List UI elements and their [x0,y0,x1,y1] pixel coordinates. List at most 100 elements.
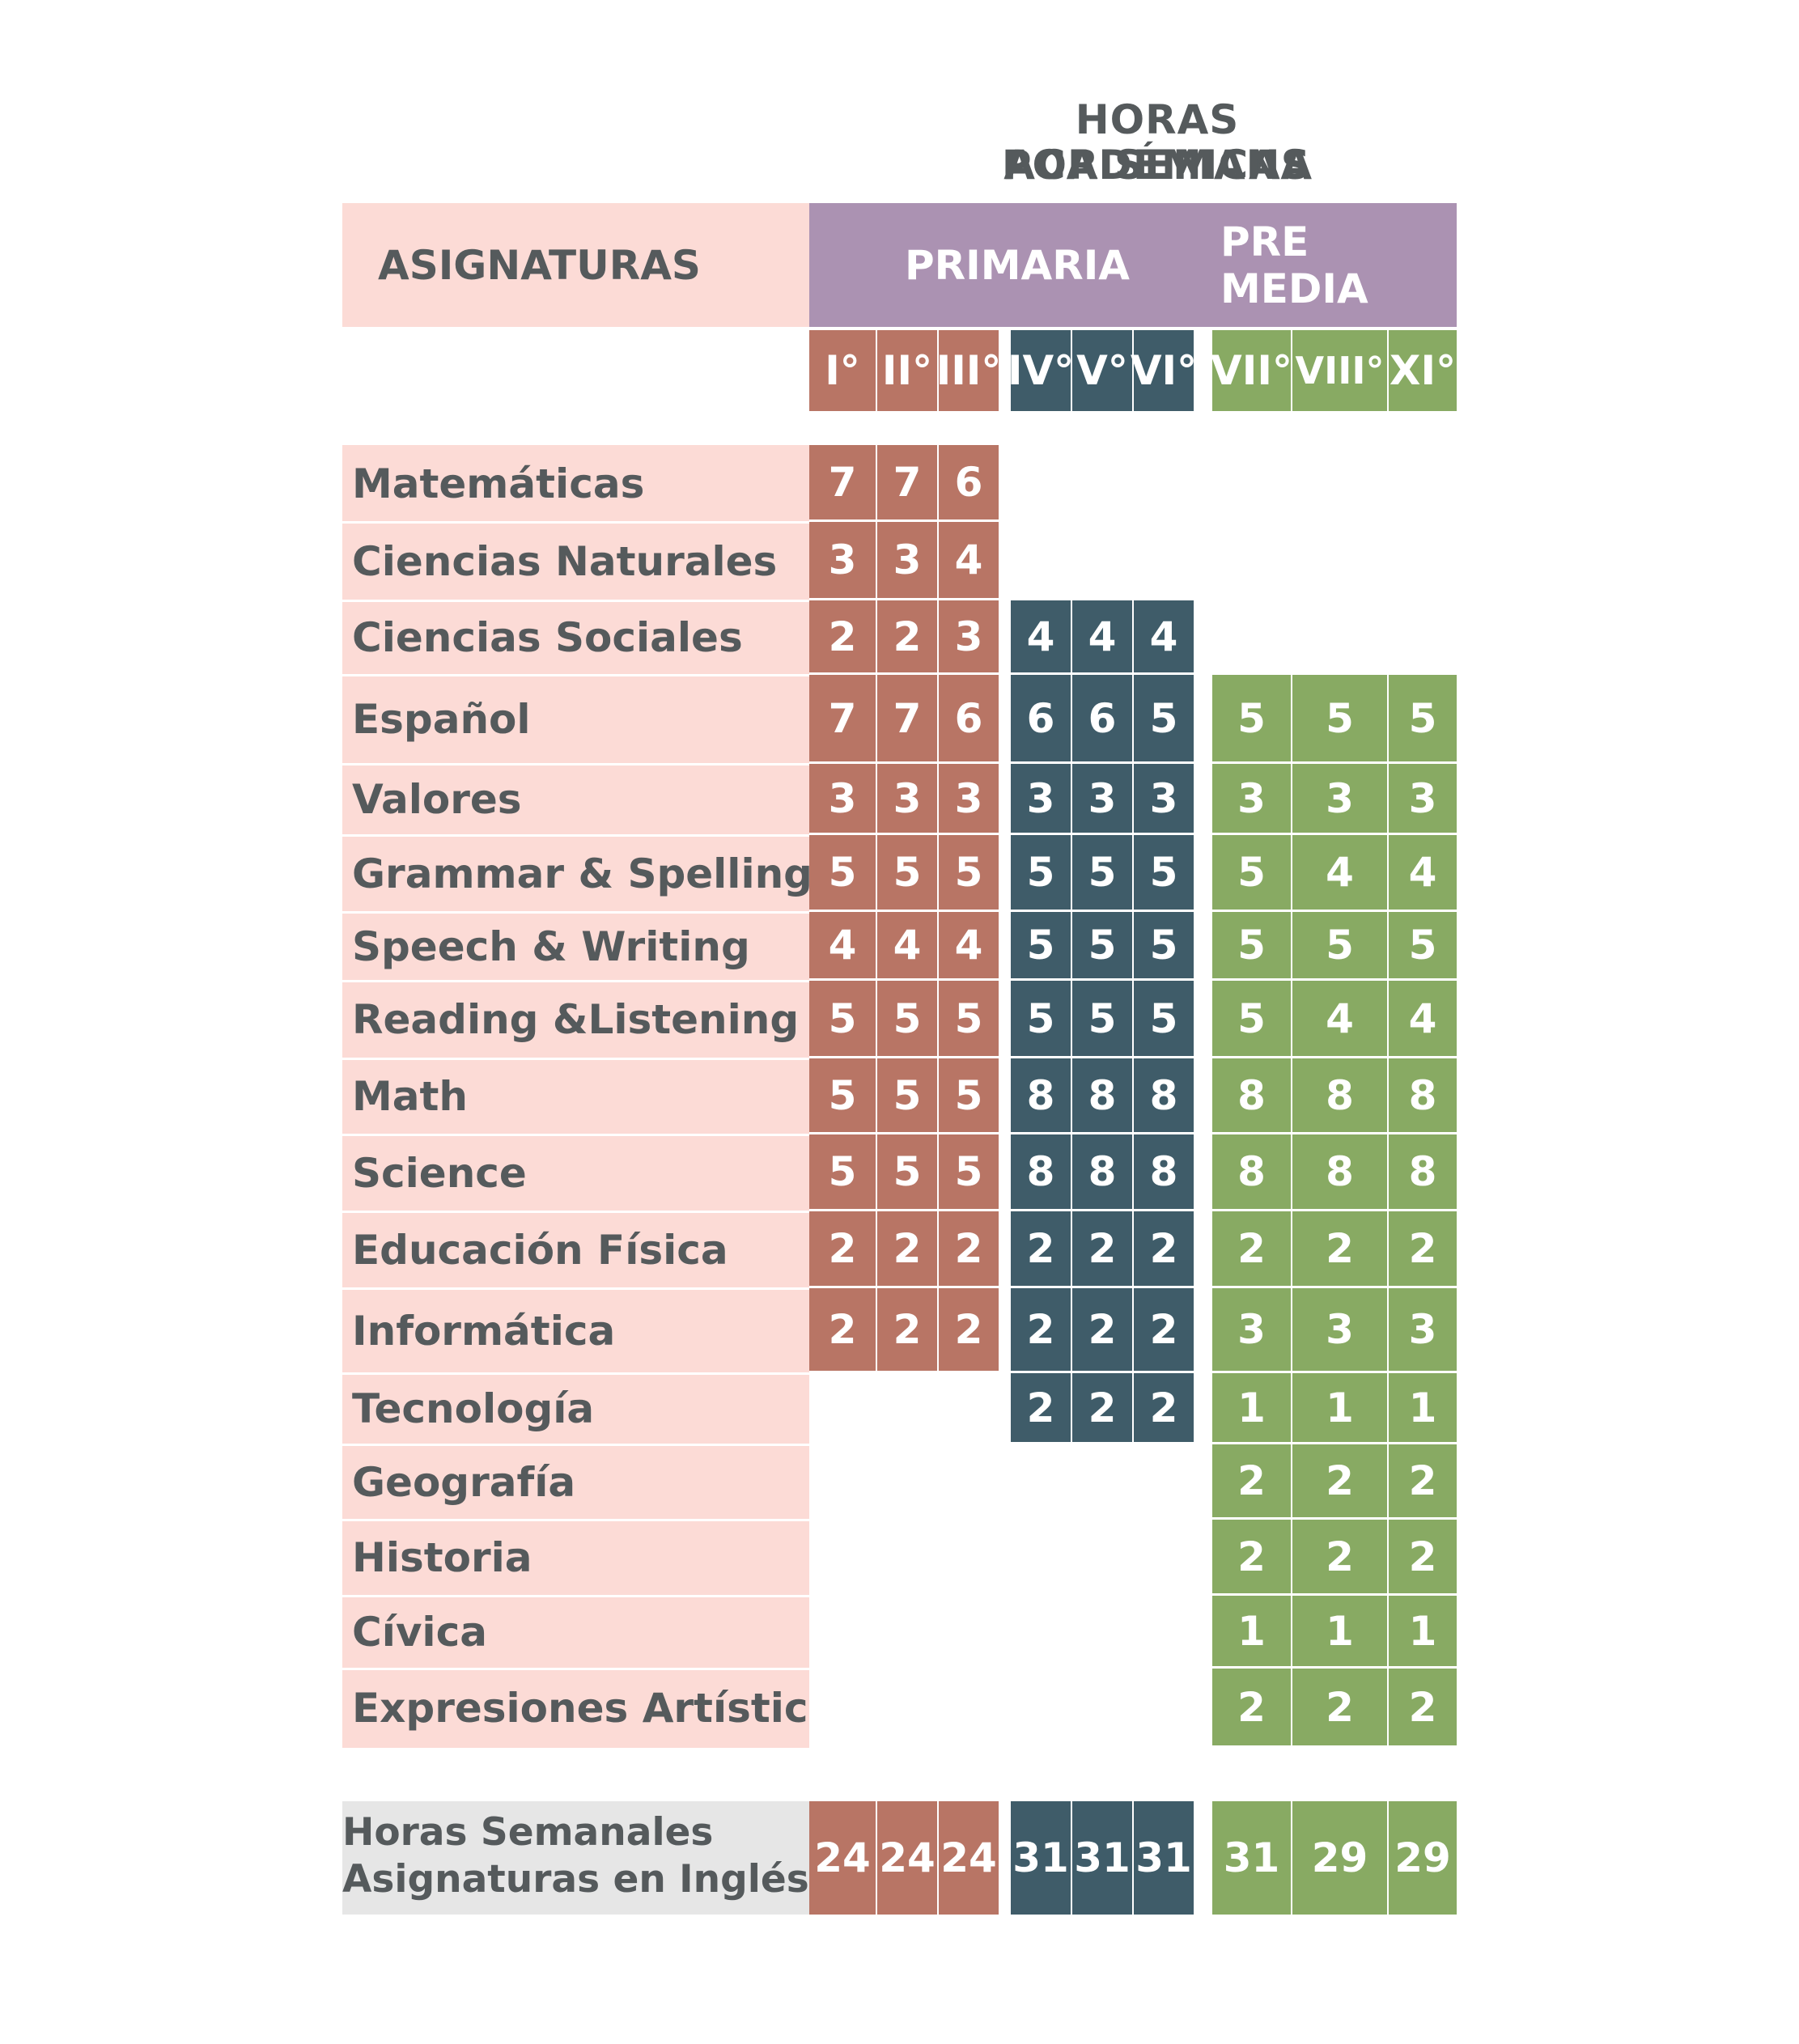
total-cell: 24 [939,1801,999,1915]
hours-cell: 5 [1389,912,1457,978]
hours-cell: 3 [877,764,937,833]
hours-cell: 2 [1292,1444,1387,1517]
grade-header-9: XI° [1389,330,1457,411]
hours-cell: 3 [877,522,937,598]
subject-label: Speech & Writing [342,912,809,981]
hours-cell: 5 [877,835,937,910]
hours-cell: 2 [1011,1211,1071,1286]
hours-cell: 2 [1292,1211,1387,1286]
hours-cell: 5 [939,835,999,910]
hours-cell: 7 [877,445,937,519]
hours-cell: 5 [809,981,876,1056]
hours-cell: 5 [1134,981,1194,1056]
hours-cell: 2 [1011,1373,1071,1442]
subject-divider [342,1668,809,1670]
subject-divider [342,521,809,524]
hours-cell: 2 [1134,1373,1194,1442]
hours-cell: 2 [1134,1288,1194,1371]
hours-cell: 5 [1212,981,1291,1056]
hours-cell: 2 [1212,1211,1291,1286]
hours-cell: 8 [1212,1134,1291,1209]
subject-label: Español [342,675,809,764]
hours-cell: 3 [1011,764,1071,833]
grade-header-7: VII° [1211,330,1292,411]
hours-cell: 4 [1292,835,1387,910]
hours-cell: 5 [809,835,876,910]
subjects-header: ASIGNATURAS [342,203,809,327]
hours-cell: 4 [1292,981,1387,1056]
total-cell: 31 [1212,1801,1291,1915]
subject-divider [342,834,809,837]
hours-cell: 4 [1389,835,1457,910]
total-cell: 31 [1134,1801,1194,1915]
subject-divider [342,763,809,765]
grade-header-1: I° [809,330,876,411]
hours-cell: 1 [1292,1596,1387,1666]
hours-cell: 1 [1212,1373,1291,1442]
grade-header-6: VI° [1131,330,1197,411]
hours-cell: 6 [1072,675,1132,761]
hours-cell: 2 [1134,1211,1194,1286]
hours-cell: 5 [877,1134,937,1209]
hours-cell: 5 [1072,912,1132,978]
hours-cell: 2 [1212,1444,1291,1517]
hours-cell: 6 [939,675,999,761]
hours-cell: 8 [1292,1134,1387,1209]
subject-divider [342,1058,809,1060]
hours-cell: 5 [1389,675,1457,761]
totals-label-line-2: Asignaturas en Inglés [342,1857,809,1902]
hours-cell: 7 [809,675,876,761]
subject-label: Valores [342,764,809,835]
subject-label: Geografía [342,1444,809,1520]
subject-divider [342,911,809,914]
totals-label: Horas Semanales Asignaturas en Inglés [342,1801,809,1915]
hours-cell: 8 [1389,1058,1457,1132]
hours-cell: 5 [1134,835,1194,910]
hours-cell: 1 [1389,1373,1457,1442]
hours-cell: 5 [939,1058,999,1132]
hours-cell: 5 [1292,912,1387,978]
table-title-line-2: POR SEMANA [1001,142,1313,189]
subject-label: Ciencias Sociales [342,600,809,675]
hours-cell: 2 [1072,1288,1132,1371]
total-cell: 24 [809,1801,876,1915]
hours-cell: 3 [1292,1288,1387,1371]
subject-label: Informática [342,1288,809,1373]
hours-cell: 2 [877,600,937,672]
subject-label: Math [342,1058,809,1134]
hours-cell: 2 [1389,1520,1457,1593]
hours-cell: 3 [809,764,876,833]
grade-header-8: VIII° [1292,330,1387,411]
subject-label: Educación Física [342,1211,809,1288]
primaria-label: PRIMARIA [905,241,1131,289]
hours-cell: 5 [1072,835,1132,910]
grade-header-4: IV° [1008,330,1074,411]
subject-divider [342,1444,809,1446]
totals-label-line-1: Horas Semanales [342,1810,714,1855]
subject-divider [342,1134,809,1136]
hours-cell: 3 [1292,764,1387,833]
hours-cell: 2 [1292,1669,1387,1745]
hours-cell: 2 [809,1288,876,1371]
hours-cell: 2 [1072,1211,1132,1286]
total-cell: 24 [877,1801,937,1915]
hours-cell: 4 [939,912,999,978]
subject-divider [342,1595,809,1597]
hours-cell: 5 [1134,675,1194,761]
total-cell: 29 [1292,1801,1387,1915]
hours-cell: 4 [939,522,999,598]
subject-label: Reading &Listening [342,981,809,1058]
hours-cell: 3 [1389,1288,1457,1371]
hours-cell: 2 [939,1211,999,1286]
hours-cell: 2 [877,1211,937,1286]
hours-cell: 5 [1011,835,1071,910]
subject-divider [342,1211,809,1213]
hours-cell: 5 [1212,835,1291,910]
hours-cell: 5 [809,1058,876,1132]
hours-cell: 2 [1389,1211,1457,1286]
hours-cell: 8 [1072,1058,1132,1132]
hours-cell: 3 [1212,764,1291,833]
hours-cell: 4 [877,912,937,978]
total-cell: 31 [1011,1801,1071,1915]
